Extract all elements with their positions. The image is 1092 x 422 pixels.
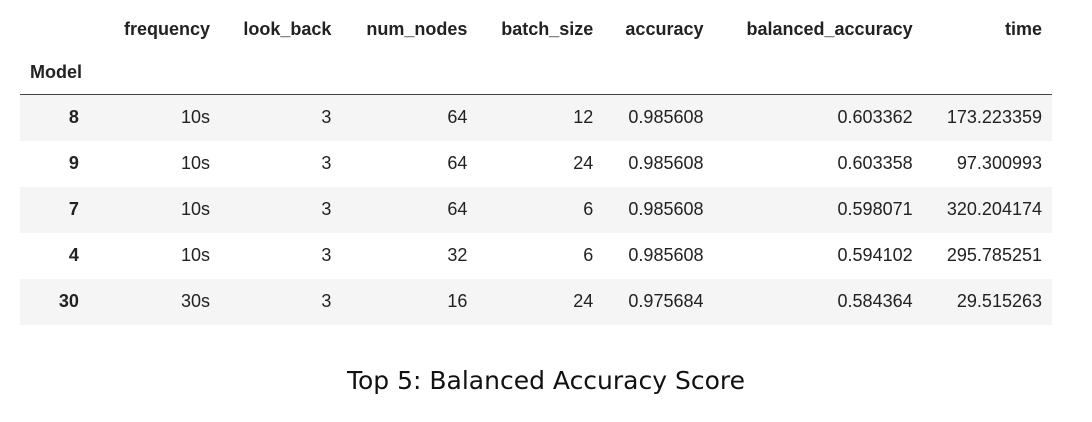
column-header-balanced-accuracy: balanced_accuracy: [746, 18, 913, 39]
cell-num-nodes: 64: [447, 107, 468, 128]
cell-frequency: 10s: [181, 107, 211, 128]
cell-balanced-accuracy: 0.603362: [837, 107, 913, 128]
cell-accuracy: 0.975684: [628, 291, 704, 311]
cell-look-back: 3: [321, 153, 332, 173]
column-header-frequency: frequency: [124, 18, 211, 39]
cell-time: 320.204174: [946, 199, 1042, 219]
row-index: 4: [68, 245, 79, 265]
row-index: 30: [58, 291, 79, 311]
cell-look-back: 3: [321, 245, 332, 265]
cell-frequency: 30s: [181, 291, 211, 311]
table-row: 9 10s 3 64 24 0.985608 0.603358 97.30099…: [20, 140, 1052, 187]
index-name-row: Model: [20, 50, 1052, 95]
column-header-num-nodes: num_nodes: [366, 18, 468, 39]
column-header-time: time: [1004, 18, 1042, 39]
table-row: 8 10s 3 64 12 0.985608 0.603362 173.2233…: [20, 94, 1052, 141]
cell-time: 29.515263: [956, 291, 1042, 311]
cell-balanced-accuracy: 0.584364: [837, 291, 913, 311]
column-header-row: frequency look_back num_nodes batch_size…: [20, 8, 1052, 50]
cell-accuracy: 0.985608: [628, 245, 704, 265]
row-index: 7: [68, 199, 79, 219]
cell-num-nodes: 64: [447, 199, 468, 219]
corner-cell: [20, 8, 101, 50]
table-row: 7 10s 3 64 6 0.985608 0.598071 320.20417…: [20, 186, 1052, 233]
cell-balanced-accuracy: 0.603358: [837, 153, 913, 173]
cell-balanced-accuracy: 0.594102: [837, 245, 913, 265]
cell-num-nodes: 64: [447, 153, 468, 173]
table-row: 4 10s 3 32 6 0.985608 0.594102 295.78525…: [20, 232, 1052, 279]
column-header-look-back: look_back: [243, 18, 332, 39]
cell-batch-size: 24: [573, 291, 594, 311]
cell-batch-size: 6: [583, 245, 594, 265]
column-header-batch-size: batch_size: [501, 18, 594, 39]
table-row: 30 30s 3 16 24 0.975684 0.584364 29.5152…: [20, 278, 1052, 325]
cell-accuracy: 0.985608: [628, 199, 704, 219]
cell-look-back: 3: [321, 199, 332, 219]
row-index: 8: [68, 107, 79, 128]
cell-batch-size: 12: [573, 107, 594, 128]
cell-frequency: 10s: [181, 199, 211, 219]
cell-look-back: 3: [321, 107, 332, 128]
cell-batch-size: 6: [583, 199, 594, 219]
table-caption: Top 5: Balanced Accuracy Score: [346, 366, 746, 395]
row-index: 9: [68, 153, 79, 173]
results-table-container: frequency look_back num_nodes batch_size…: [20, 8, 1052, 325]
cell-num-nodes: 32: [447, 245, 468, 265]
cell-balanced-accuracy: 0.598071: [837, 199, 913, 219]
cell-time: 97.300993: [956, 153, 1042, 173]
cell-frequency: 10s: [181, 245, 211, 265]
cell-frequency: 10s: [181, 153, 211, 173]
cell-accuracy: 0.985608: [628, 107, 704, 128]
index-name: Model: [30, 61, 82, 82]
cell-accuracy: 0.985608: [628, 153, 704, 173]
results-table: frequency look_back num_nodes batch_size…: [20, 8, 1052, 325]
cell-time: 295.785251: [946, 245, 1042, 265]
column-header-accuracy: accuracy: [625, 18, 704, 39]
cell-num-nodes: 16: [447, 291, 468, 311]
cell-time: 173.223359: [946, 107, 1042, 128]
cell-look-back: 3: [321, 291, 332, 311]
cell-batch-size: 24: [573, 153, 594, 173]
